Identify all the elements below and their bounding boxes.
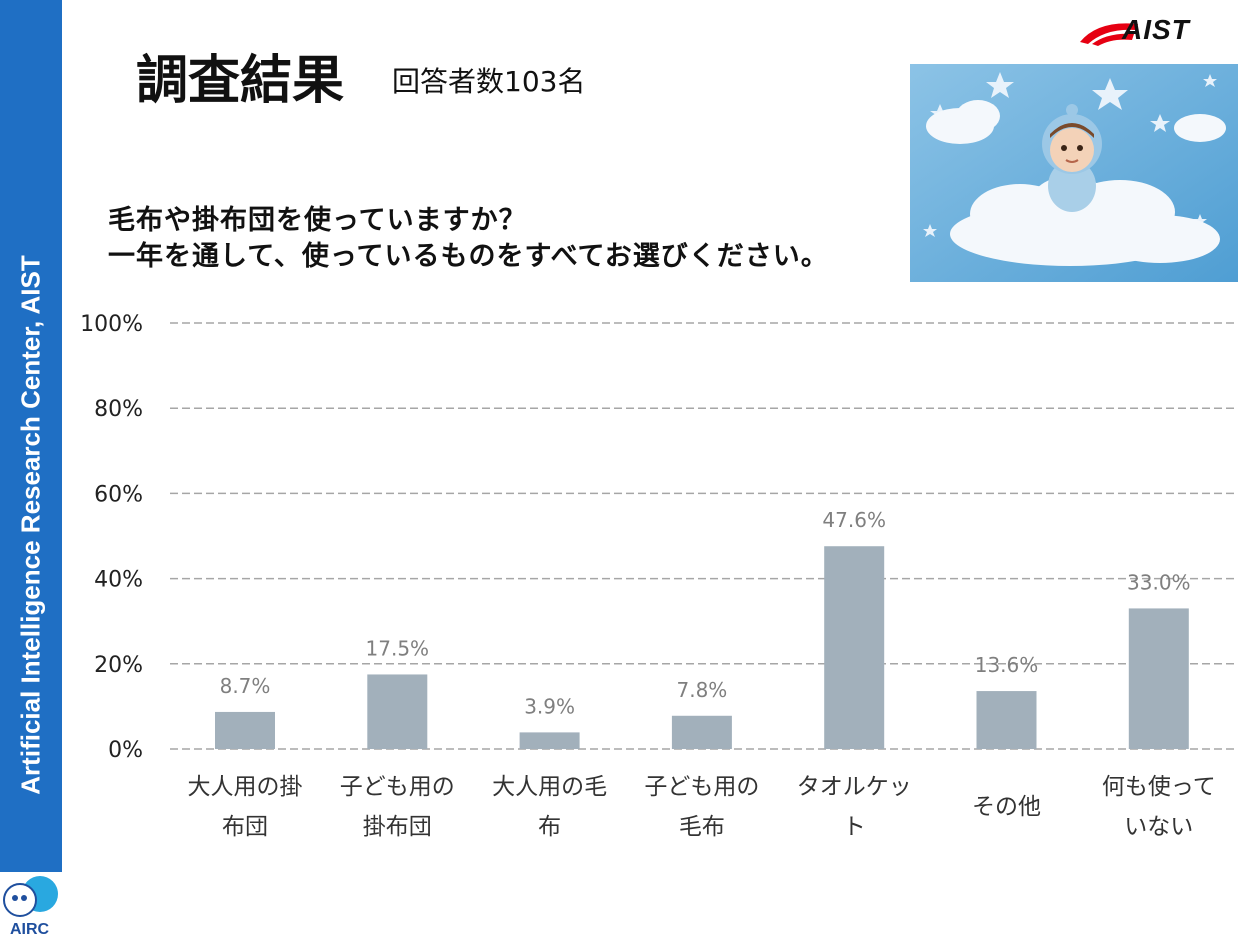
data-label: 13.6% <box>975 653 1039 677</box>
data-label: 17.5% <box>366 636 430 660</box>
x-tick-label: いない <box>1124 814 1193 840</box>
x-tick-label: 大人用の掛 <box>188 774 303 800</box>
x-tick-label: 大人用の毛 <box>492 774 607 800</box>
aist-logo <box>1080 23 1138 46</box>
x-tick-label: 布 <box>538 814 561 840</box>
page-title: 調査結果 <box>136 51 345 111</box>
y-tick-label: 0% <box>108 738 143 763</box>
bar <box>367 674 428 749</box>
bar <box>519 732 580 749</box>
x-tick-label: タオルケッ <box>797 774 912 800</box>
y-tick-label: 40% <box>94 568 143 593</box>
airc-logo-text: AIRC <box>10 921 50 938</box>
data-label: 8.7% <box>220 674 271 698</box>
x-tick-label: 布団 <box>222 814 268 840</box>
sidebar-band: Artificial Intelligence Research Center,… <box>0 0 62 872</box>
x-tick-label: 子ども用の <box>644 774 759 800</box>
x-tick-label: その他 <box>972 794 1041 820</box>
y-tick-label: 100% <box>80 312 143 337</box>
data-label: 3.9% <box>524 694 575 718</box>
question-line-1: 毛布や掛布団を使っていますか？ <box>108 205 527 236</box>
bar <box>976 691 1037 749</box>
baby-on-cloud-illustration <box>910 64 1238 282</box>
x-tick-label: 何も使って <box>1102 774 1216 800</box>
bar <box>824 546 885 749</box>
respondent-count: 回答者数103名 <box>392 65 586 98</box>
data-label: 33.0% <box>1127 570 1191 594</box>
data-label: 7.8% <box>676 678 727 702</box>
x-tick-label: 掛布団 <box>363 814 432 840</box>
airc-logo: AIRC <box>3 876 58 938</box>
y-tick-label: 60% <box>94 482 143 507</box>
x-tick-label: 毛布 <box>679 814 725 840</box>
bar <box>1128 608 1189 749</box>
data-label: 47.6% <box>822 508 886 532</box>
bar <box>215 711 275 749</box>
y-tick-label: 20% <box>94 653 143 678</box>
y-tick-label: 80% <box>94 397 143 422</box>
aist-logo-text: AIST <box>1122 14 1190 45</box>
question-line-2: 一年を通して、使っているものをすべてお選びください。 <box>108 241 829 272</box>
bar <box>671 715 732 749</box>
x-tick-label: 子ども用の <box>340 774 455 800</box>
x-tick-label: ト <box>843 814 866 840</box>
